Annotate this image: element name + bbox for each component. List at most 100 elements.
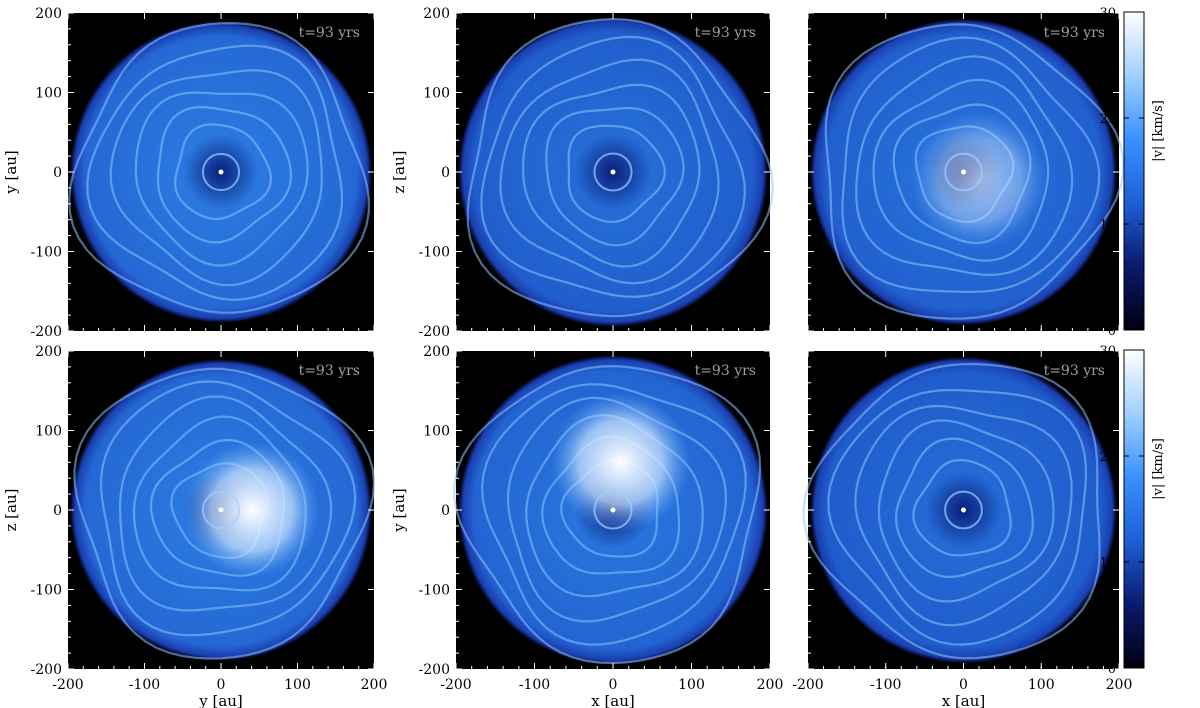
colorbar-tick-label: 30 (1099, 344, 1116, 359)
y-tick-label: 200 (35, 6, 62, 22)
y-tick-label: 100 (423, 86, 450, 102)
shock-rings (466, 18, 774, 318)
x-axis-label: x [au] (591, 692, 635, 708)
core-ring (201, 490, 241, 530)
colorbar-tick-label: 0 (1108, 662, 1116, 677)
central-star (610, 169, 616, 175)
shock-ring (132, 415, 307, 592)
panel-6: -200 -100 0 100 200 t=93 yrs x [au] (792, 350, 1133, 708)
central-star (961, 169, 966, 175)
colorbar-tick-label: 20 (1099, 450, 1116, 465)
time-label: t=93 yrs (299, 363, 360, 379)
shock-ring (877, 419, 1055, 603)
shock-ring (912, 458, 1012, 557)
colorbar-tick-label: 0 (1108, 324, 1116, 339)
x-tick-label: 200 (1106, 677, 1133, 693)
core-ring (593, 152, 633, 192)
x-tick-label: 100 (1028, 677, 1055, 693)
x-tick-label: -100 (129, 677, 160, 693)
colorbar-tick-label: 20 (1099, 112, 1116, 127)
central-star (218, 169, 224, 175)
y-axis-label: y [au] (2, 150, 20, 195)
y-tick-label: 200 (423, 6, 450, 22)
panel-1: -200 -100 0 100 200 t=93 yrs y [au] (2, 6, 375, 340)
y-tick-label: 200 (35, 344, 62, 360)
shock-ring (567, 124, 666, 224)
shock-ring (499, 58, 720, 285)
shock-ring (99, 380, 357, 637)
shock-rings (802, 362, 1101, 660)
shock-ring (854, 404, 1073, 627)
y-tick-label: 0 (53, 503, 62, 519)
bright-region (551, 392, 691, 532)
y-axis-label: z [au] (390, 151, 408, 194)
x-tick-label: -100 (870, 677, 901, 693)
shock-ring (522, 83, 701, 268)
central-star (218, 507, 224, 513)
y-tick-label: -200 (31, 324, 62, 340)
x-tick-label: 0 (609, 677, 618, 693)
y-tick-label: 100 (35, 424, 62, 440)
y-tick-label: -100 (31, 583, 62, 599)
shock-ring (86, 44, 343, 301)
colorbar-tick-label: 30 (1099, 6, 1116, 21)
shock-ring (480, 383, 747, 646)
time-label: t=93 yrs (1044, 25, 1105, 41)
colorbar-2: 0 10 20 30 |v| [km/s] (1099, 344, 1166, 677)
y-tick-label: 100 (35, 86, 62, 102)
y-tick-label: -200 (419, 662, 450, 678)
y-tick-label: -100 (419, 245, 450, 261)
x-tick-label: 100 (678, 677, 705, 693)
shock-ring (824, 23, 1125, 320)
colorbar-1: 0 10 20 30 |v| [km/s] (1099, 6, 1166, 339)
colorbar-gradient (1123, 349, 1145, 669)
y-tick-label: -100 (31, 245, 62, 261)
x-tick-label: 200 (757, 677, 784, 693)
time-label: t=93 yrs (695, 363, 756, 379)
x-tick-label: -200 (440, 677, 471, 693)
y-tick-label: 0 (53, 165, 62, 181)
shock-ring (827, 388, 1088, 646)
time-label: t=93 yrs (299, 25, 360, 41)
shock-ring (134, 91, 309, 267)
colorbar-gradient (1123, 11, 1145, 331)
shock-ring (802, 362, 1101, 660)
x-tick-label: 0 (217, 677, 226, 693)
x-tick-label: -200 (52, 677, 83, 693)
x-tick-label: 100 (284, 677, 311, 693)
shock-ring (545, 107, 685, 247)
core-ring (201, 152, 241, 192)
shock-ring (855, 55, 1074, 277)
x-axis-label: x [au] (942, 692, 986, 708)
time-label: t=93 yrs (1044, 363, 1105, 379)
shock-ring (156, 105, 292, 244)
panel-4: -200-200 -100 -100 0 0 100 100 200 200 t=93 yrs z … (2, 344, 387, 708)
core-ring (944, 152, 983, 192)
panel-3: t=93 yrs (807, 12, 1125, 332)
core-ring (593, 490, 633, 530)
shock-ring (872, 78, 1050, 262)
panel-2: -200 -100 0 100 200 t=93 yrs z [au] (390, 6, 774, 340)
panel-5: -200-200 -100 -100 0 0 100 100 200 200 t=93 yrs y … (390, 344, 783, 708)
x-tick-label: -100 (519, 677, 550, 693)
shock-ring (118, 395, 333, 612)
x-tick-label: 200 (361, 677, 388, 693)
shock-ring (109, 69, 323, 287)
x-axis-label: y [au] (198, 692, 243, 708)
y-tick-label: 100 (423, 424, 450, 440)
shock-ring (480, 35, 746, 299)
colorbar-tick-label: 10 (1099, 556, 1116, 571)
x-tick-label: -200 (792, 677, 823, 693)
colorbar-label: |v| [km/s] (1151, 100, 1166, 162)
shock-ring (173, 123, 272, 221)
bright-region (183, 442, 320, 578)
central-star (610, 507, 616, 513)
y-tick-label: 200 (423, 344, 450, 360)
y-tick-label: 0 (441, 503, 450, 519)
shock-ring (841, 36, 1101, 293)
colorbar-tick-label: 10 (1099, 218, 1116, 233)
shock-ring (466, 18, 774, 318)
colorbar-label: |v| [km/s] (1151, 438, 1166, 500)
